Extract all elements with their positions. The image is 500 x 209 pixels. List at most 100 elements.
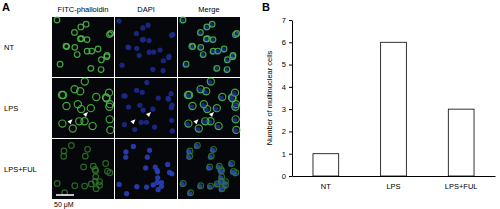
- actin: [64, 44, 70, 50]
- row-label: LPS: [4, 104, 18, 113]
- actin: [224, 67, 230, 73]
- actin: [88, 66, 94, 72]
- actin: [234, 31, 240, 37]
- nucleus: [116, 18, 121, 23]
- actin: [230, 53, 236, 59]
- actin: [211, 146, 217, 152]
- actin: [85, 146, 91, 152]
- nucleus: [140, 90, 145, 95]
- actin: [81, 78, 88, 85]
- arrowhead: [131, 119, 136, 124]
- x-tick: LPS: [386, 176, 400, 191]
- nucleus: [117, 182, 122, 187]
- arrowhead: [68, 119, 73, 124]
- actin: [200, 101, 207, 108]
- bar: [313, 154, 339, 176]
- nucleus: [144, 184, 149, 189]
- y-axis-title: Number of multinuclear cells: [265, 50, 274, 145]
- nucleus: [125, 44, 130, 49]
- bar: [381, 42, 407, 176]
- bars: [313, 42, 474, 176]
- y-tick-label: 2: [282, 127, 286, 136]
- y-tick-mark: [289, 65, 292, 66]
- nucleus: [152, 124, 157, 129]
- y-axis: 01234567: [282, 16, 293, 181]
- nucleus: [140, 37, 145, 42]
- nucleus: [134, 31, 139, 36]
- actin: [54, 181, 60, 187]
- micrograph-background: [178, 139, 240, 199]
- actin: [219, 186, 225, 192]
- panel-b: B01234567NTLPSLPS+FULNumber of multinucl…: [262, 1, 496, 191]
- y-tick: 0: [282, 172, 292, 181]
- micrograph-background: [52, 78, 114, 138]
- actin: [88, 181, 94, 187]
- column-header: Merge: [198, 5, 219, 14]
- actin: [90, 163, 96, 169]
- nucleus: [166, 97, 171, 102]
- micrograph: [178, 78, 240, 138]
- nucleus: [155, 169, 160, 174]
- actin: [187, 153, 193, 159]
- actin: [189, 102, 196, 109]
- actin: [202, 118, 209, 125]
- actin: [188, 190, 194, 196]
- actin: [215, 122, 222, 129]
- actin: [209, 153, 215, 159]
- actin: [195, 125, 202, 132]
- y-tick-label: 3: [282, 105, 286, 114]
- nucleus: [156, 95, 161, 100]
- actin: [214, 66, 220, 72]
- nucleus: [168, 91, 173, 96]
- actin: [219, 93, 226, 100]
- nucleus: [147, 148, 152, 153]
- micrograph-background: [115, 78, 177, 138]
- actin: [105, 168, 111, 174]
- actin: [221, 46, 227, 52]
- nucleus: [170, 128, 175, 133]
- x-tick: LPS+FUL: [445, 176, 478, 191]
- actin: [198, 45, 204, 51]
- nucleus: [160, 68, 165, 73]
- actin: [98, 67, 104, 73]
- nucleus: [143, 165, 148, 170]
- x-tick-label: LPS: [386, 182, 400, 191]
- actin: [106, 101, 113, 108]
- nucleus: [146, 23, 151, 28]
- micrograph: [115, 78, 177, 138]
- actin: [204, 36, 210, 42]
- y-tick-label: 7: [282, 16, 286, 25]
- nucleus: [150, 67, 155, 72]
- actin: [74, 101, 81, 108]
- actin: [54, 17, 60, 23]
- actin: [214, 181, 220, 187]
- nucleus: [123, 149, 128, 154]
- actin: [195, 143, 201, 149]
- y-tick-mark: [289, 20, 292, 21]
- actin: [213, 105, 220, 112]
- x-tick-label: NT: [321, 182, 331, 191]
- nucleus: [144, 80, 149, 85]
- actin: [209, 21, 215, 27]
- nucleus: [153, 165, 158, 170]
- micrograph: [52, 17, 114, 77]
- micrograph-background: [178, 17, 240, 77]
- actin: [190, 44, 196, 50]
- nucleus: [170, 32, 175, 37]
- actin: [104, 53, 110, 59]
- micrograph: [178, 139, 240, 199]
- figure: AFITC-phalloidinDAPIMergeNTLPSLPS+FUL50 …: [0, 0, 500, 209]
- actin: [61, 153, 67, 159]
- actin: [93, 186, 99, 192]
- actin: [59, 120, 66, 127]
- y-tick-mark: [289, 42, 292, 43]
- micrograph: [52, 139, 114, 199]
- y-tick: 6: [282, 38, 292, 47]
- actin: [81, 164, 87, 170]
- micrograph: [115, 139, 177, 199]
- nucleus: [119, 63, 124, 68]
- micrograph: [178, 17, 240, 77]
- actin: [71, 86, 78, 93]
- actin: [233, 126, 240, 133]
- nucleus: [161, 58, 166, 63]
